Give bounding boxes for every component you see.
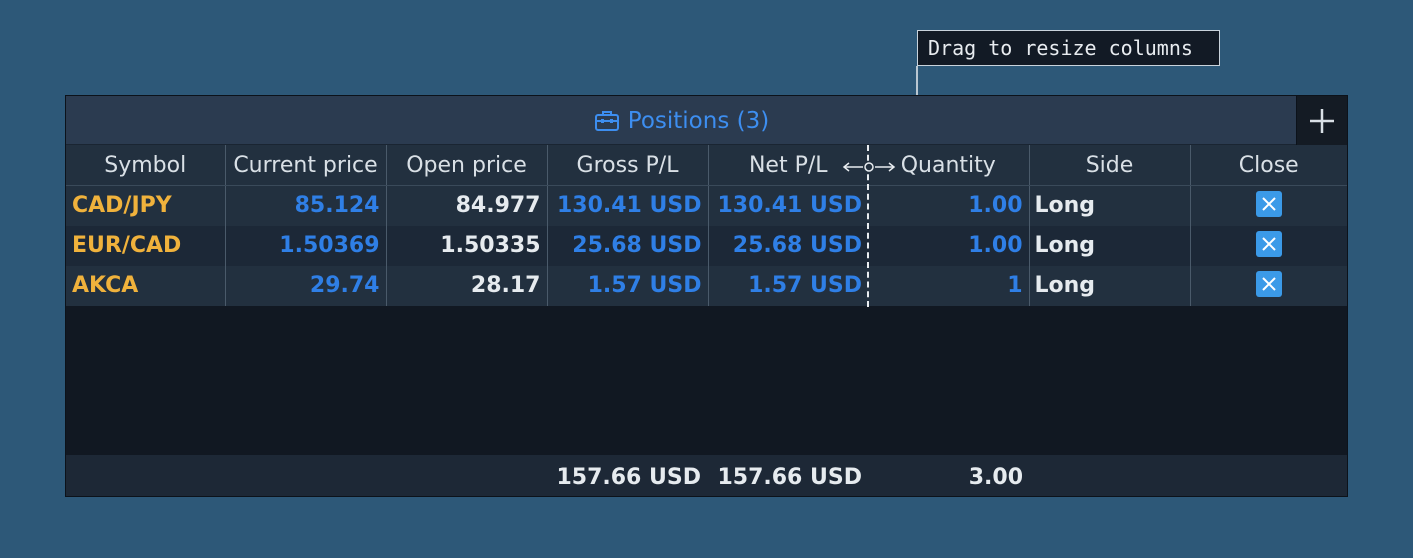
current-price-cell: 29.74 — [225, 265, 387, 306]
column-header-quantity[interactable]: Quantity — [868, 145, 1030, 186]
total-net-pl: 157.66 USD — [717, 465, 862, 490]
net-pl-cell: 1.57 USD — [708, 265, 868, 306]
current-price-cell: 1.50369 — [225, 225, 387, 266]
symbol-cell: CAD/JPY — [66, 185, 226, 226]
panel-title-text: Positions (3) — [627, 107, 770, 134]
resize-tooltip: Drag to resize columns — [917, 30, 1220, 66]
symbol-cell: AKCA — [66, 265, 226, 306]
side-cell: Long — [1029, 265, 1191, 306]
column-header-gross-pl[interactable]: Gross P/L — [547, 145, 709, 186]
positions-panel: Positions (3) Symbol Current price Open … — [65, 95, 1348, 497]
total-quantity: 3.00 — [968, 465, 1023, 490]
column-resize-handle[interactable] — [867, 145, 869, 307]
close-position-button[interactable] — [1255, 230, 1282, 257]
side-cell: Long — [1029, 185, 1191, 226]
plus-icon — [1310, 108, 1334, 133]
table-row[interactable]: AKCA 29.74 28.17 1.57 USD 1.57 USD 1 Lon… — [66, 265, 1347, 306]
positions-table: Symbol Current price Open price Gross P/… — [66, 145, 1347, 306]
briefcase-icon — [594, 110, 619, 131]
panel-titlebar: Positions (3) — [66, 96, 1347, 145]
panel-title: Positions (3) — [66, 96, 1296, 145]
close-cell — [1190, 185, 1347, 226]
column-header-side[interactable]: Side — [1029, 145, 1191, 186]
close-position-button[interactable] — [1255, 190, 1282, 217]
gross-pl-cell: 1.57 USD — [547, 265, 709, 306]
totals-footer: 157.66 USD 157.66 USD 3.00 — [66, 455, 1347, 496]
resize-arrows-icon — [842, 162, 896, 172]
close-icon — [1262, 236, 1276, 251]
open-price-cell: 1.50335 — [386, 225, 548, 266]
net-pl-cell: 25.68 USD — [708, 225, 868, 266]
open-price-cell: 28.17 — [386, 265, 548, 306]
header-row: Symbol Current price Open price Gross P/… — [66, 145, 1347, 186]
column-header-close[interactable]: Close — [1190, 145, 1347, 186]
table-row[interactable]: CAD/JPY 85.124 84.977 130.41 USD 130.41 … — [66, 185, 1347, 226]
column-header-net-pl[interactable]: Net P/L — [708, 145, 868, 186]
total-gross-pl: 157.66 USD — [556, 465, 701, 490]
add-position-button[interactable] — [1296, 96, 1347, 145]
current-price-cell: 85.124 — [225, 185, 387, 226]
net-pl-cell: 130.41 USD — [708, 185, 868, 226]
quantity-cell: 1.00 — [868, 185, 1030, 226]
close-cell — [1190, 225, 1347, 266]
close-icon — [1262, 197, 1276, 211]
gross-pl-cell: 25.68 USD — [547, 225, 709, 266]
table-row[interactable]: EUR/CAD 1.50369 1.50335 25.68 USD 25.68 … — [66, 225, 1347, 266]
symbol-cell: EUR/CAD — [66, 225, 226, 266]
open-price-cell: 84.977 — [386, 185, 548, 226]
quantity-cell: 1 — [868, 265, 1030, 306]
column-header-current-price[interactable]: Current price — [225, 145, 387, 186]
column-header-symbol[interactable]: Symbol — [66, 145, 226, 186]
close-icon — [1262, 276, 1276, 291]
column-header-open-price[interactable]: Open price — [386, 145, 548, 186]
gross-pl-cell: 130.41 USD — [547, 185, 709, 226]
side-cell: Long — [1029, 225, 1191, 266]
close-cell — [1190, 265, 1347, 306]
quantity-cell: 1.00 — [868, 225, 1030, 266]
close-position-button[interactable] — [1255, 270, 1282, 297]
